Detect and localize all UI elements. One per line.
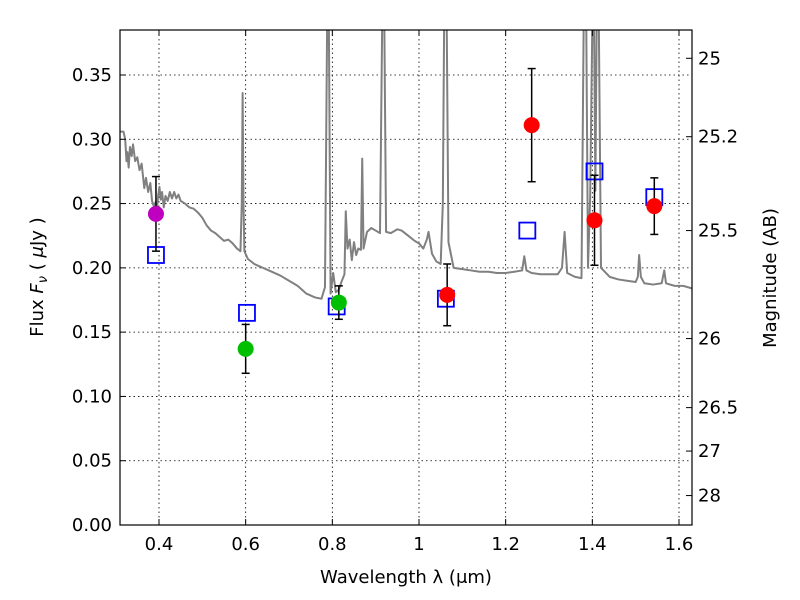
flux-point-marker [523, 117, 540, 134]
model-square-marker [518, 221, 537, 240]
x-tick-label: 1 [413, 534, 424, 555]
flux-point-marker [330, 294, 347, 311]
y-tick-label: 0.15 [72, 322, 112, 343]
axis-ticks: 0.4 0.6 0.8 1 1.2 1.4 1.6 0.00 0.05 0.10 0.15 0.20 0… [72, 30, 738, 555]
spectrum-line [120, 30, 692, 300]
plot-frame [119, 29, 693, 526]
observed-flux-series [147, 67, 663, 375]
grid-lines [120, 30, 692, 526]
y2-tick-label: 26.5 [698, 398, 738, 419]
x-tick-label: 0.6 [231, 534, 260, 555]
y-axis-label: Flux Fν ( μJy ) [27, 217, 51, 336]
flux-point-marker [586, 212, 603, 229]
y2-tick-label: 25.5 [698, 221, 738, 242]
x-axis-label: Wavelength λ (μm) [320, 567, 492, 588]
model-square-marker [238, 303, 256, 322]
y-tick-label: 0.10 [72, 386, 112, 407]
x-tick-label: 1.2 [491, 534, 520, 555]
model-spectrum [120, 30, 692, 300]
y2-tick-label: 27 [698, 441, 721, 462]
y-tick-label: 0.00 [72, 515, 112, 536]
y-tick-label: 0.25 [72, 194, 112, 215]
y-tick-label: 0.05 [72, 451, 112, 472]
y2-tick-label: 26 [698, 329, 721, 350]
x-tick-label: 0.8 [318, 534, 347, 555]
x-tick-label: 1.4 [578, 534, 607, 555]
x-tick-label: 1.6 [665, 534, 694, 555]
y-tick-label: 0.35 [72, 65, 112, 86]
flux-point-marker [147, 205, 164, 222]
y-tick-label: 0.20 [72, 258, 112, 279]
x-tick-label: 0.4 [145, 534, 174, 555]
y-tick-label: 0.30 [72, 129, 112, 150]
y2-tick-label: 25.2 [698, 127, 738, 148]
y2-axis-label: Magnitude (AB) [760, 208, 781, 348]
flux-point-marker [237, 340, 254, 357]
y2-tick-label: 28 [698, 486, 721, 507]
flux-point-marker [646, 198, 663, 215]
flux-point-marker [439, 286, 456, 303]
y2-tick-label: 25 [698, 48, 721, 69]
